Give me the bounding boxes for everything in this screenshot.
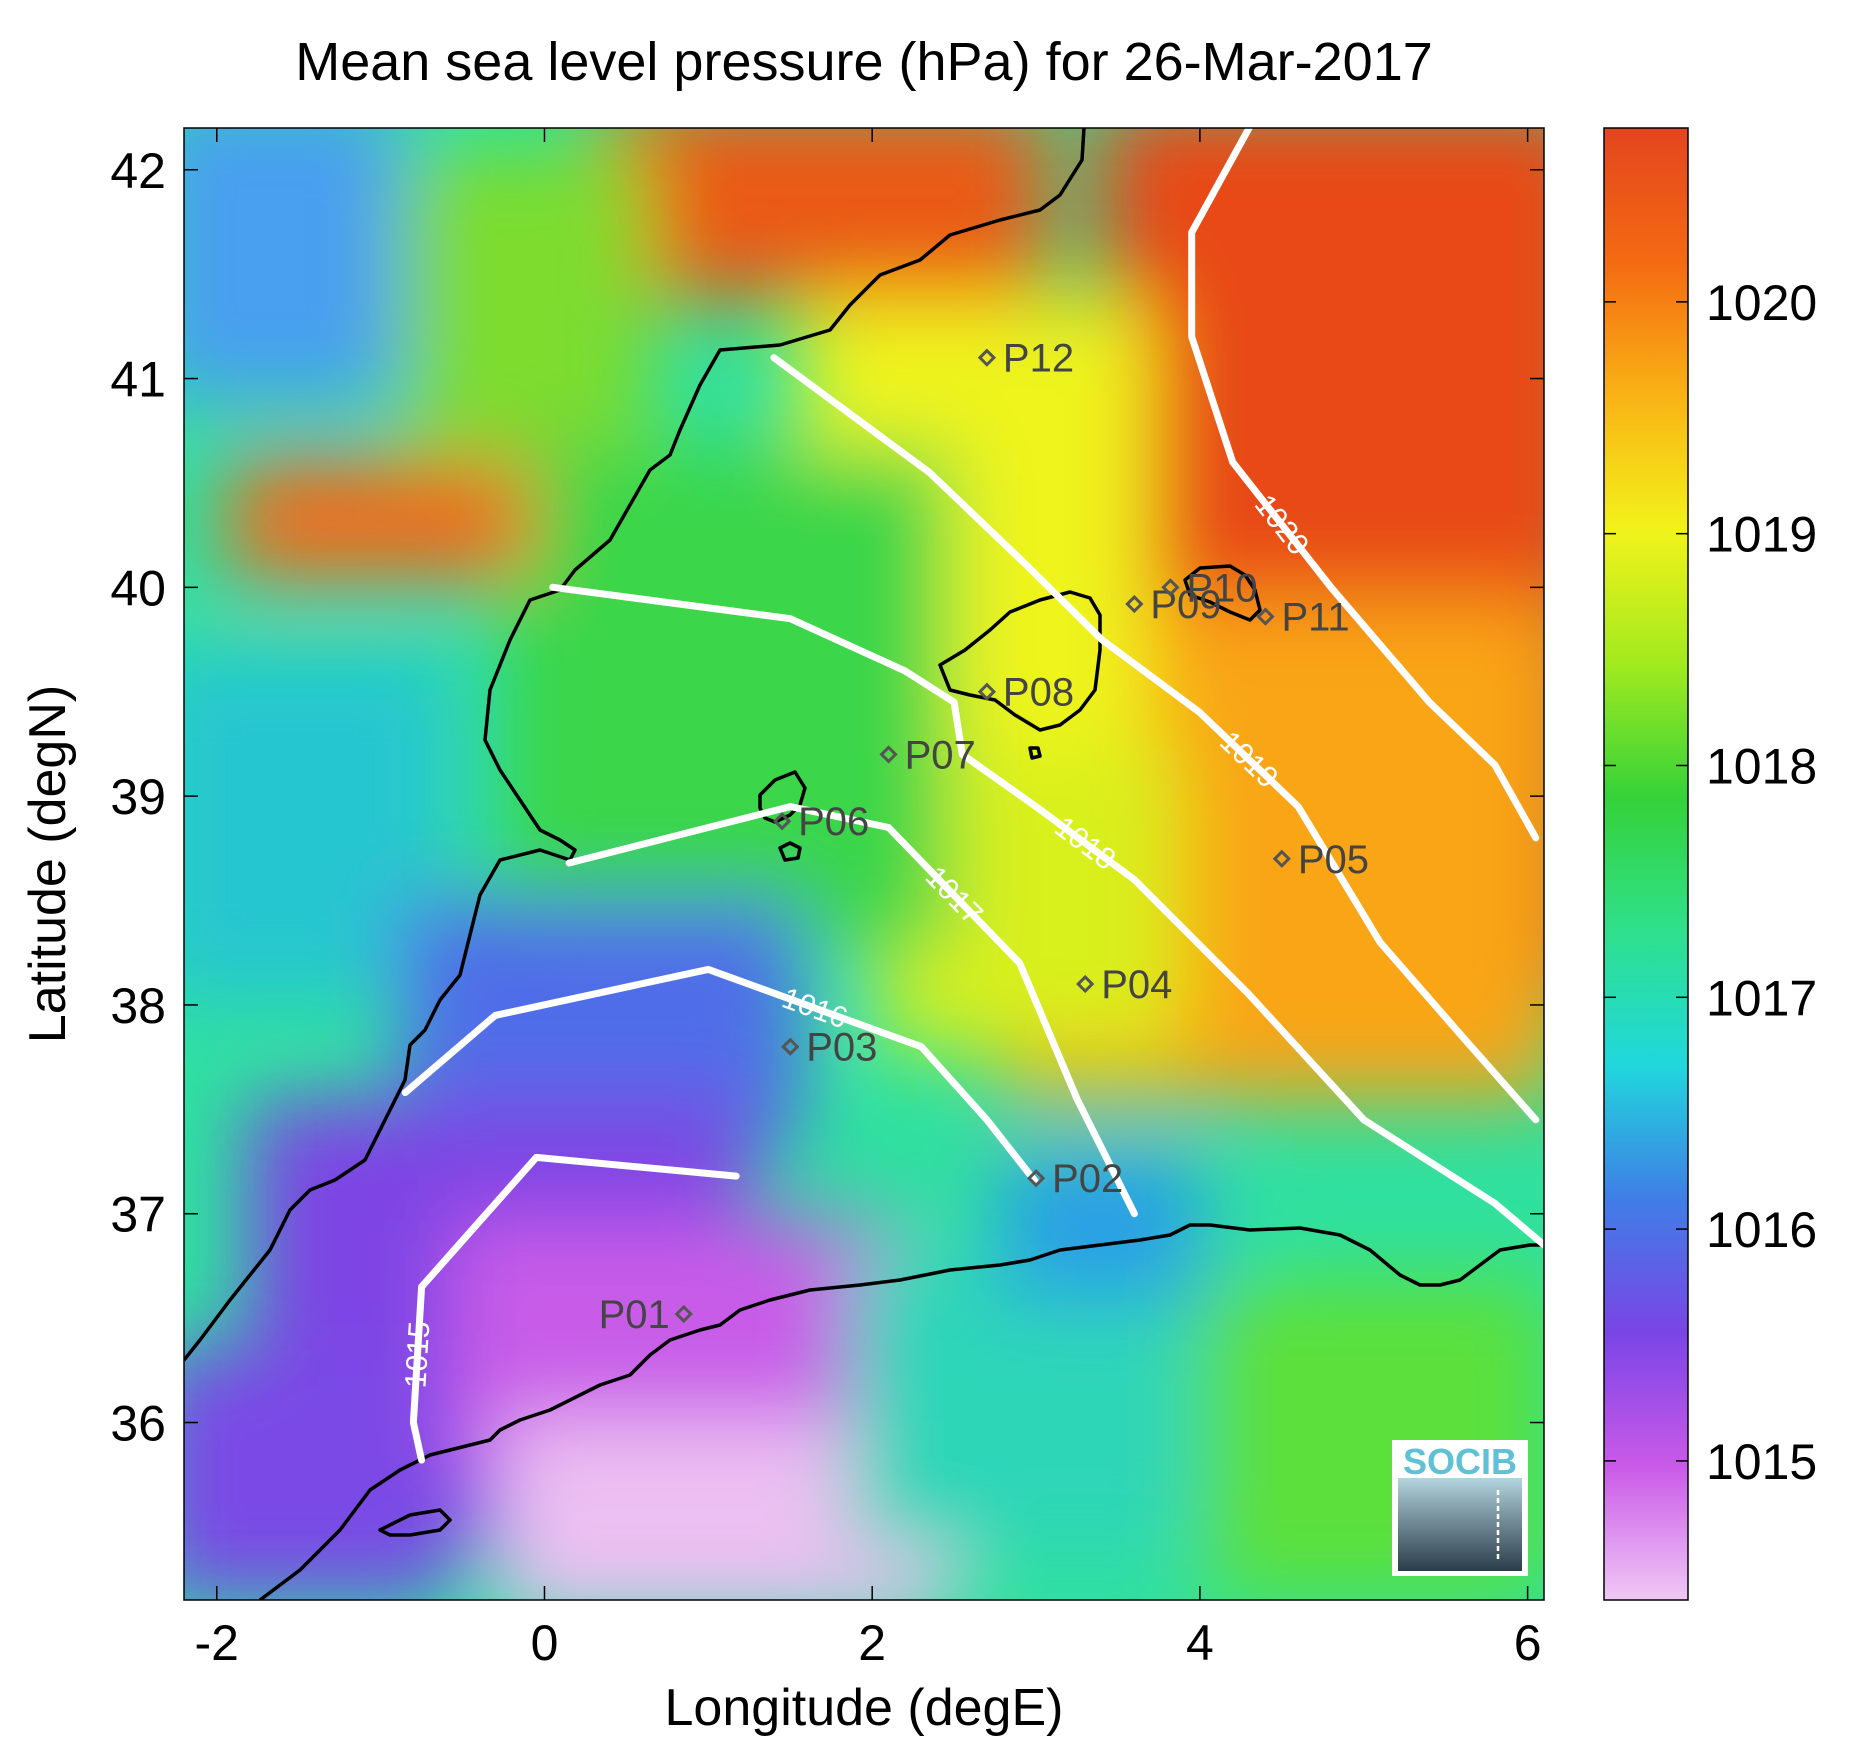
contour-1017	[565, 803, 1138, 1218]
station-marker-P05	[1272, 849, 1291, 868]
y-tick-label: 41	[110, 352, 166, 408]
socib-logo-text: SOCIB	[1403, 1441, 1517, 1482]
colorbar-label: 1019	[1706, 507, 1817, 563]
station-label-P06: P06	[798, 800, 869, 844]
island-cabrera	[1028, 746, 1042, 760]
contour-label-1015: 1015	[399, 1320, 436, 1389]
station-label-P05: P05	[1298, 838, 1369, 882]
contour-1020	[1188, 128, 1540, 842]
contour-1018	[549, 583, 1544, 1249]
x-tick-label: 4	[1186, 1615, 1214, 1671]
x-tick-label: 2	[858, 1615, 886, 1671]
station-marker-P11	[1256, 607, 1275, 626]
contour-1019	[770, 354, 1540, 1124]
colorbar-label: 1020	[1706, 275, 1817, 331]
station-marker-P06	[772, 812, 792, 831]
x-tick-label: 6	[1514, 1615, 1542, 1671]
colorbar-fill	[1603, 127, 1689, 1601]
axis-ticks: -2 0 2 4 6 36 37 38 39 40 41 42	[110, 128, 1544, 1671]
station-marker-P12	[977, 348, 997, 367]
y-tick-label: 38	[110, 978, 166, 1034]
station-marker-P02	[1026, 1169, 1046, 1188]
station-label-P02: P02	[1052, 1157, 1123, 1201]
colorbar: 1015 1016 1017 1018 1019 1020	[1603, 127, 1817, 1601]
station-label-P08: P08	[1003, 671, 1074, 715]
station-label-P01: P01	[599, 1293, 670, 1337]
island-mallorca	[938, 590, 1102, 732]
station-marker-P03	[781, 1037, 800, 1056]
station-marker-P08	[977, 682, 997, 701]
station-marker-P04	[1076, 974, 1095, 994]
plot-frame	[183, 127, 1545, 1601]
station-label-P10: P10	[1186, 566, 1257, 610]
contour-1016	[401, 965, 1040, 1186]
station-label-P11: P11	[1281, 596, 1349, 640]
station-label-P04: P04	[1101, 963, 1172, 1007]
colorbar-label: 1017	[1706, 970, 1817, 1026]
y-tick-label: 36	[110, 1396, 166, 1452]
colorbar-ticks: 1015 1016 1017 1018 1019 1020	[1604, 275, 1817, 1490]
station-marker-P09	[1125, 594, 1144, 614]
socib-logo-image	[1398, 1478, 1522, 1571]
x-tick-label: -2	[195, 1615, 239, 1671]
station-label-P12: P12	[1003, 337, 1074, 381]
station-label-P09: P09	[1150, 583, 1221, 627]
y-tick-label: 37	[110, 1187, 166, 1243]
chart-title: Mean sea level pressure (hPa) for 26-Mar…	[295, 32, 1433, 92]
x-axis-label: Longitude (degE)	[665, 1679, 1064, 1737]
y-axis-label: Latitude (degN)	[19, 685, 77, 1043]
socib-logo: SOCIB	[1392, 1440, 1528, 1576]
y-tick-label: 39	[110, 769, 166, 825]
coastline-africa	[258, 1223, 1544, 1600]
station-marker-P01	[674, 1304, 693, 1324]
station-label-P03: P03	[806, 1026, 877, 1070]
station-marker-P07	[879, 745, 898, 764]
y-tick-label: 40	[110, 560, 166, 616]
pressure-field	[184, 128, 1544, 1600]
colorbar-label: 1018	[1706, 738, 1817, 794]
station-marker-P10	[1161, 578, 1180, 597]
island-menorca	[1183, 564, 1262, 622]
y-tick-label: 42	[110, 143, 166, 199]
colorbar-label: 1016	[1706, 1202, 1817, 1258]
x-tick-label: 0	[531, 1615, 559, 1671]
island-formentera	[778, 841, 802, 862]
island-alboran	[378, 1508, 452, 1537]
coastline-iberia	[184, 128, 1086, 1362]
contour-1015	[409, 1153, 740, 1464]
station-label-P07: P07	[905, 733, 976, 777]
colorbar-label: 1015	[1706, 1434, 1817, 1490]
